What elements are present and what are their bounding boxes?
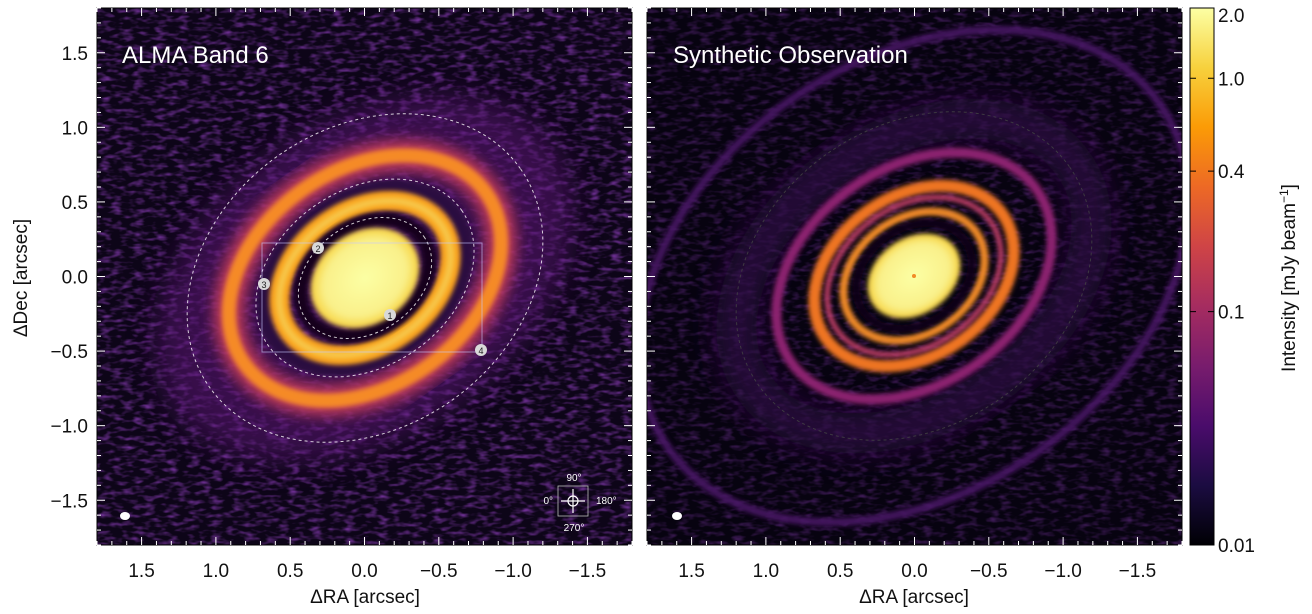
- x-tick-label: −1.5: [569, 561, 607, 582]
- y-tick-label: 1.0: [62, 118, 88, 139]
- y-tick-label: 0.5: [62, 193, 88, 214]
- beam-ellipse: [120, 512, 130, 520]
- markers: 1 2 3 4: [258, 242, 487, 356]
- x-axis-label-alma: ΔRA [arcsec]: [310, 587, 420, 608]
- x-tick-label: −1.0: [494, 561, 532, 582]
- colorbar-tick-label: 0.1: [1218, 303, 1244, 324]
- x-tick-label: 0.5: [827, 561, 853, 582]
- x-tick-label: 0.0: [901, 561, 927, 582]
- x-tick-labels-alma: 1.5 1.0 0.5 0.0 −0.5 −1.0 −1.5: [128, 561, 606, 582]
- x-tick-label: −1.0: [1044, 561, 1082, 582]
- panel-alma-title: ALMA Band 6: [122, 42, 269, 69]
- colorbar-gradient: [1189, 7, 1215, 546]
- colorbar: 2.0 1.0 0.4 0.1 0.01 Intensity [mJy beam−1]: [1189, 6, 1300, 557]
- marker-3: 3: [258, 278, 270, 290]
- y-tick-labels: 1.5 1.0 0.5 0.0 −0.5 −1.0 −1.5: [50, 44, 88, 513]
- x-tick-label: −0.5: [420, 561, 458, 582]
- svg-text:1: 1: [387, 311, 392, 321]
- y-tick-label: 0.0: [62, 268, 88, 289]
- compass-left: 0°: [543, 496, 553, 507]
- marker-1: 1: [384, 309, 396, 321]
- colorbar-tick-label: 0.4: [1218, 162, 1245, 183]
- x-tick-labels-synthetic: 1.5 1.0 0.5 0.0 −0.5 −1.0 −1.5: [678, 561, 1156, 582]
- svg-text:3: 3: [261, 280, 266, 290]
- colorbar-ticks: 2.0 1.0 0.4 0.1 0.01: [1190, 6, 1255, 557]
- panel-alma-image: 1 2 3 4: [97, 8, 632, 545]
- y-tick-label: 1.5: [62, 44, 88, 65]
- y-tick-label: −0.5: [50, 342, 88, 363]
- x-tick-label: 1.0: [753, 561, 779, 582]
- compass-bottom: 270°: [564, 523, 585, 534]
- marker-2: 2: [312, 242, 324, 254]
- beam-ellipse-synthetic: [672, 512, 682, 520]
- compass-top: 90°: [566, 473, 581, 484]
- x-tick-label: 1.0: [203, 561, 229, 582]
- panel-alma: 1 2 3 4: [96, 7, 633, 546]
- y-axis-label: ΔDec [arcsec]: [11, 219, 32, 337]
- colorbar-label: Intensity [mJy beam−1]: [1277, 184, 1300, 372]
- x-tick-label: −1.5: [1119, 561, 1157, 582]
- colorbar-tick-label: 2.0: [1218, 6, 1244, 27]
- colorbar-tick-label: 0.01: [1218, 536, 1255, 557]
- x-tick-label: 0.0: [351, 561, 377, 582]
- x-axis-label-synthetic: ΔRA [arcsec]: [859, 587, 969, 608]
- compass-icon: 90° 0° 180° 270°: [543, 473, 616, 534]
- y-tick-label: −1.5: [50, 491, 88, 512]
- panel-synthetic-image: Synthetic Observation: [647, 8, 1182, 545]
- x-tick-label: −0.5: [970, 561, 1008, 582]
- panel-synthetic-title: Synthetic Observation: [673, 42, 908, 69]
- x-tick-label: 1.5: [678, 561, 704, 582]
- svg-text:2: 2: [315, 244, 320, 254]
- x-tick-label: 0.5: [277, 561, 303, 582]
- x-tick-label: 1.5: [128, 561, 154, 582]
- svg-text:4: 4: [478, 346, 483, 356]
- y-tick-label: −1.0: [50, 417, 88, 438]
- marker-4: 4: [475, 344, 487, 356]
- panel-synthetic: Synthetic Observation: [646, 7, 1183, 546]
- colorbar-tick-label: 1.0: [1218, 69, 1244, 90]
- compass-right: 180°: [596, 496, 617, 507]
